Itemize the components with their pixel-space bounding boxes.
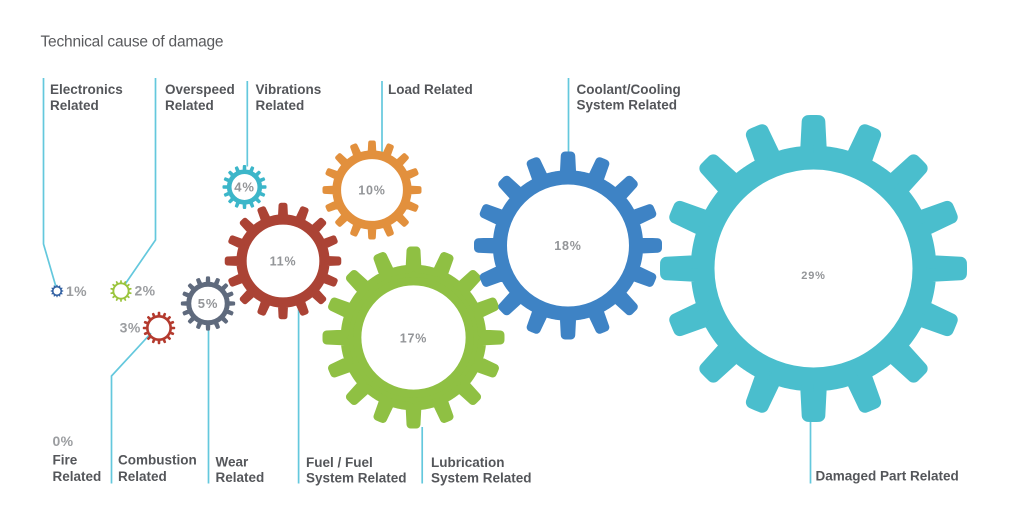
svg-text:Related: Related <box>256 98 305 113</box>
svg-text:29%: 29% <box>801 270 825 282</box>
svg-text:Related: Related <box>53 469 102 484</box>
svg-text:Related: Related <box>216 470 265 485</box>
svg-text:Technical cause of damage: Technical cause of damage <box>41 34 224 51</box>
svg-text:Related: Related <box>118 469 167 484</box>
svg-text:Vibrations: Vibrations <box>256 82 322 97</box>
svg-text:1%: 1% <box>66 283 87 299</box>
svg-text:11%: 11% <box>270 255 297 269</box>
svg-text:Related: Related <box>165 98 214 113</box>
svg-text:Combustion: Combustion <box>118 453 197 468</box>
svg-text:Load Related: Load Related <box>388 82 473 97</box>
svg-text:10%: 10% <box>358 184 385 198</box>
svg-text:Lubrication: Lubrication <box>431 455 505 470</box>
svg-text:0%: 0% <box>53 433 74 449</box>
svg-text:2%: 2% <box>135 282 156 298</box>
svg-text:18%: 18% <box>554 239 581 253</box>
svg-text:Wear: Wear <box>216 454 250 469</box>
svg-text:17%: 17% <box>400 332 427 346</box>
svg-text:Overspeed: Overspeed <box>165 82 235 97</box>
svg-text:Fire: Fire <box>53 453 78 468</box>
svg-text:5%: 5% <box>198 296 218 311</box>
svg-text:Coolant/Cooling: Coolant/Cooling <box>577 82 681 97</box>
svg-text:Damaged Part Related: Damaged Part Related <box>816 469 959 484</box>
svg-text:System Related: System Related <box>577 98 678 113</box>
svg-text:Related: Related <box>50 98 99 113</box>
svg-text:Electronics: Electronics <box>50 82 123 97</box>
svg-text:4%: 4% <box>234 180 254 195</box>
svg-text:System Related: System Related <box>306 470 407 485</box>
svg-text:System Related: System Related <box>431 470 532 485</box>
svg-text:3%: 3% <box>120 320 141 336</box>
svg-text:Fuel / Fuel: Fuel / Fuel <box>306 455 373 470</box>
